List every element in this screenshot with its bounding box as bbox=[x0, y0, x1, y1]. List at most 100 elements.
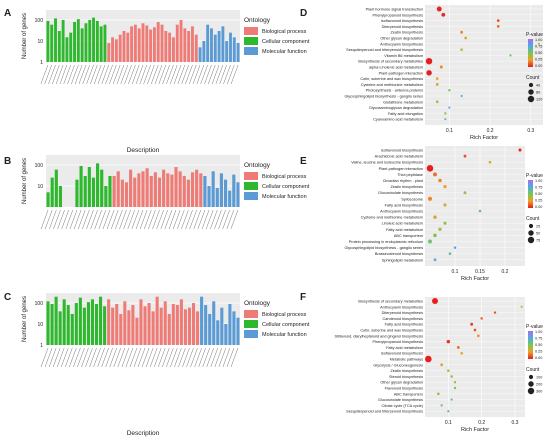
bar bbox=[83, 175, 87, 207]
bar bbox=[127, 310, 131, 345]
x-tick-stub bbox=[145, 347, 154, 368]
size-tick-label: 80 bbox=[536, 91, 540, 95]
category-label: Flavonoid biosynthesis bbox=[385, 387, 424, 391]
bar bbox=[236, 182, 240, 207]
bar bbox=[191, 26, 194, 62]
bar bbox=[219, 173, 223, 207]
category-label: Zeatin biosynthesis bbox=[390, 369, 423, 373]
category-label: Other glycan degradation bbox=[380, 381, 423, 385]
category-label: ABC transporters bbox=[394, 234, 423, 238]
x-tick-stub bbox=[57, 209, 65, 230]
data-point bbox=[450, 375, 453, 378]
x-tick-stub bbox=[67, 64, 75, 85]
data-point bbox=[493, 311, 497, 314]
data-point bbox=[473, 328, 477, 332]
bar bbox=[156, 22, 160, 63]
bar bbox=[151, 311, 155, 345]
size-tick-label: 50 bbox=[536, 232, 540, 236]
bar bbox=[95, 20, 99, 63]
data-point bbox=[444, 112, 447, 115]
x-tick-stub bbox=[115, 209, 123, 230]
x-tick-stub bbox=[166, 347, 174, 368]
x-tick-stub bbox=[93, 64, 102, 85]
legend-title: P-value bbox=[526, 32, 543, 38]
x-tick-stub bbox=[222, 347, 231, 368]
category-label: Diterpenoid biosynthesis bbox=[382, 25, 423, 29]
legend-title: P-value bbox=[526, 173, 543, 179]
data-point bbox=[518, 148, 522, 152]
category-label: Stilbenoid, diarylheptanoid and gingerol… bbox=[335, 334, 424, 338]
category-label: Cutin, suberine and wax biosynthesis bbox=[360, 329, 423, 333]
x-tick-stub bbox=[181, 209, 189, 230]
bar bbox=[75, 179, 79, 207]
x-tick-stub bbox=[147, 64, 155, 85]
category-label: Biosynthesis of secondary metabolites bbox=[358, 300, 423, 304]
bar bbox=[130, 26, 134, 62]
x-tick-stub bbox=[139, 64, 147, 85]
data-point bbox=[453, 381, 457, 384]
x-tick-stub bbox=[102, 209, 111, 230]
bar bbox=[170, 174, 174, 207]
bar bbox=[232, 37, 236, 62]
x-tick-stub bbox=[78, 209, 86, 230]
x-tick-stub bbox=[226, 209, 234, 230]
category-label: Phenylpropanoid biosynthesis bbox=[373, 340, 424, 344]
x-tick-stub bbox=[230, 347, 239, 368]
plot-background bbox=[425, 5, 543, 125]
panel-letter: A bbox=[4, 8, 11, 19]
bar bbox=[104, 186, 108, 207]
x-tick-stub bbox=[215, 64, 224, 85]
x-tick-label: 0.2 bbox=[487, 128, 494, 134]
y-tick-label: 100 bbox=[35, 301, 44, 307]
bar bbox=[76, 19, 80, 62]
x-tick-stub bbox=[177, 64, 186, 85]
color-bar bbox=[528, 39, 533, 67]
bar bbox=[111, 37, 115, 62]
legend-label: Molecular function bbox=[262, 49, 307, 55]
color-tick-label: 1.00 bbox=[535, 38, 542, 42]
y-tick-label: 1 bbox=[40, 343, 43, 349]
x-tick-stub bbox=[131, 209, 140, 230]
legend-label: Cellular component bbox=[262, 184, 310, 190]
x-tick-stub bbox=[132, 64, 140, 85]
data-point bbox=[443, 203, 447, 207]
x-tick-stub bbox=[219, 64, 227, 85]
bar bbox=[149, 29, 153, 63]
category-label: Thiol peptidase bbox=[397, 173, 423, 177]
y-axis-title: Number of genes bbox=[22, 296, 28, 342]
bar-panel-C: C 1 10 100 Number of genes Description Ontolog… bbox=[4, 292, 310, 437]
x-tick-stub bbox=[116, 64, 125, 85]
category-label: Cysteine and methionine metabolism bbox=[361, 216, 423, 220]
y-tick-label: 10 bbox=[37, 322, 43, 328]
category-label: Fatty acid elongation bbox=[388, 112, 423, 116]
legend-swatch bbox=[244, 172, 258, 180]
x-tick-stub bbox=[123, 209, 131, 230]
data-point bbox=[440, 363, 444, 367]
x-tick-stub bbox=[40, 64, 49, 85]
bar bbox=[206, 24, 210, 62]
bar bbox=[216, 320, 220, 345]
bar bbox=[215, 188, 219, 207]
data-point bbox=[440, 404, 443, 407]
bar bbox=[232, 311, 236, 345]
x-tick-stub bbox=[112, 64, 121, 85]
x-tick-stub bbox=[49, 209, 57, 230]
x-tick-stub bbox=[186, 347, 194, 368]
data-point bbox=[435, 77, 439, 80]
bar bbox=[225, 41, 229, 62]
bar bbox=[122, 30, 126, 62]
bar bbox=[99, 296, 103, 345]
plot-background bbox=[46, 293, 240, 345]
x-tick-stub bbox=[211, 64, 220, 85]
category-label: Glycosphingolipid biosynthesis - ganglio… bbox=[344, 95, 423, 99]
x-tick-stub bbox=[197, 209, 206, 230]
bar bbox=[207, 186, 211, 207]
bar bbox=[88, 20, 92, 62]
data-point bbox=[441, 12, 446, 17]
x-tick-stub bbox=[97, 64, 106, 85]
size-tick-label: 75 bbox=[536, 239, 540, 243]
bar bbox=[70, 313, 74, 345]
size-tick-label: 25 bbox=[536, 225, 540, 229]
bar bbox=[80, 28, 84, 62]
x-tick-stub bbox=[139, 209, 148, 230]
